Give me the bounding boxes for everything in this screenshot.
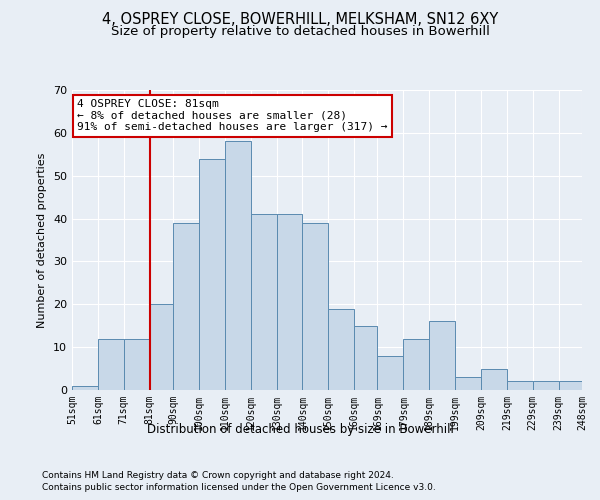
Text: Size of property relative to detached houses in Bowerhill: Size of property relative to detached ho… [110,25,490,38]
Text: Distribution of detached houses by size in Bowerhill: Distribution of detached houses by size … [146,422,454,436]
Bar [455,377,481,390]
Bar [533,382,559,390]
Bar [225,142,251,390]
Bar [377,356,403,390]
Bar [481,368,507,390]
Text: Contains HM Land Registry data © Crown copyright and database right 2024.: Contains HM Land Registry data © Crown c… [42,470,394,480]
Bar [302,223,328,390]
Bar [354,326,377,390]
Bar [429,322,455,390]
Bar [149,304,173,390]
Bar [72,386,98,390]
Bar [251,214,277,390]
Bar [507,382,533,390]
Bar [124,338,149,390]
Text: 4 OSPREY CLOSE: 81sqm
← 8% of detached houses are smaller (28)
91% of semi-detac: 4 OSPREY CLOSE: 81sqm ← 8% of detached h… [77,99,388,132]
Bar [277,214,302,390]
Y-axis label: Number of detached properties: Number of detached properties [37,152,47,328]
Text: 4, OSPREY CLOSE, BOWERHILL, MELKSHAM, SN12 6XY: 4, OSPREY CLOSE, BOWERHILL, MELKSHAM, SN… [102,12,498,28]
Bar [173,223,199,390]
Bar [403,338,429,390]
Bar [328,308,354,390]
Text: Contains public sector information licensed under the Open Government Licence v3: Contains public sector information licen… [42,483,436,492]
Bar [98,338,124,390]
Bar [559,382,582,390]
Bar [199,158,225,390]
